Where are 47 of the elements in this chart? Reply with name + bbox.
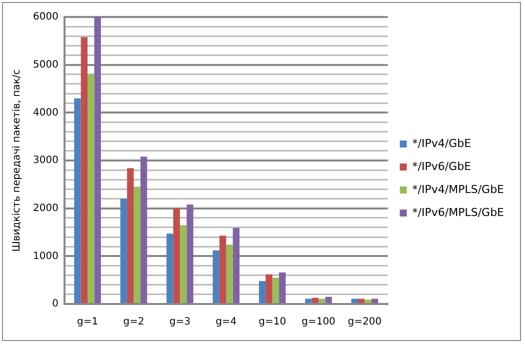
bar <box>325 296 332 303</box>
x-tick-label: g=2 <box>123 316 144 328</box>
bar <box>180 225 187 303</box>
x-tick-label: g=10 <box>258 316 286 328</box>
x-tick-label: g=200 <box>348 316 382 328</box>
x-tick-label: g=3 <box>169 316 190 328</box>
x-tick-label: g=100 <box>302 316 336 328</box>
y-tick-label: 3000 <box>32 155 58 166</box>
bar <box>186 204 194 303</box>
bar <box>364 300 372 303</box>
legend-label: */IPv4/MPLS/GbE <box>412 182 504 196</box>
bar <box>219 236 226 303</box>
bar <box>140 156 148 303</box>
y-tick-label: 5000 <box>32 59 58 70</box>
bar <box>74 98 81 303</box>
legend-label: */IPv6/MPLS/GbE <box>412 206 504 219</box>
legend-label: */IPv4/GbE <box>412 136 472 150</box>
bar <box>120 198 128 303</box>
bar <box>371 298 378 303</box>
bar <box>173 208 180 303</box>
bar <box>80 37 88 303</box>
bar <box>312 298 319 303</box>
bar <box>266 274 272 303</box>
y-tick-label: 1000 <box>32 250 58 262</box>
bar <box>305 298 312 303</box>
bar <box>318 298 326 303</box>
bar <box>272 278 280 303</box>
bar <box>94 17 101 303</box>
bar <box>134 186 140 303</box>
bar <box>232 228 240 303</box>
bar <box>351 298 358 303</box>
y-tick-label: 6000 <box>32 12 58 23</box>
bar <box>166 234 174 303</box>
bar <box>226 244 233 303</box>
y-tick-label: 4000 <box>32 107 58 118</box>
y-axis-title: Швидкість передачі пакетів, пак/с <box>12 69 23 252</box>
bar <box>212 250 220 303</box>
bar <box>358 298 365 303</box>
y-tick-label: 0 <box>52 298 58 310</box>
y-tick-label: 2000 <box>32 202 58 214</box>
bar <box>88 74 94 303</box>
bar <box>279 272 286 303</box>
x-tick-label: g=1 <box>77 316 98 328</box>
bar <box>258 281 266 303</box>
x-tick-label: g=4 <box>216 316 237 328</box>
legend-label: */IPv6/GbE <box>412 160 472 173</box>
bar <box>127 168 134 303</box>
